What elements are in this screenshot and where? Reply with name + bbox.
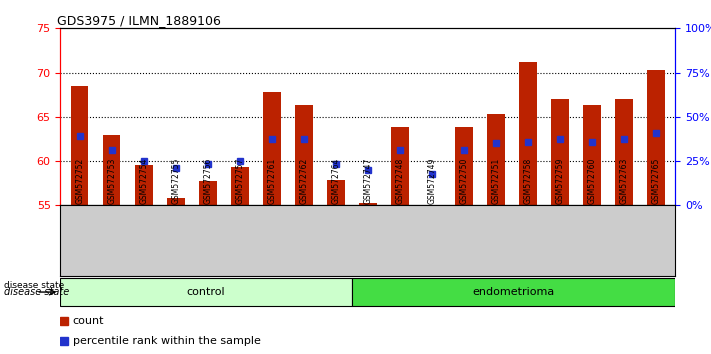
Bar [487, 114, 505, 205]
Bar [583, 105, 601, 205]
Text: control: control [187, 287, 225, 297]
Bar [423, 205, 441, 207]
Bar [295, 105, 313, 205]
Bar [648, 70, 665, 205]
FancyBboxPatch shape [352, 278, 675, 306]
Bar [199, 181, 217, 205]
Bar [135, 165, 153, 205]
Bar [71, 86, 88, 205]
Text: count: count [73, 316, 105, 326]
Text: disease state: disease state [4, 287, 69, 297]
Bar [263, 92, 281, 205]
Bar [519, 62, 537, 205]
Bar [616, 99, 633, 205]
Bar [551, 99, 569, 205]
Bar [359, 202, 377, 205]
Bar [327, 179, 345, 205]
Bar [455, 127, 473, 205]
Bar [167, 198, 185, 205]
FancyBboxPatch shape [60, 278, 352, 306]
Bar [391, 127, 409, 205]
Text: endometrioma: endometrioma [473, 287, 555, 297]
Bar [103, 135, 120, 205]
Text: percentile rank within the sample: percentile rank within the sample [73, 336, 261, 346]
Text: GDS3975 / ILMN_1889106: GDS3975 / ILMN_1889106 [58, 14, 221, 27]
Bar [231, 167, 249, 205]
Text: disease state: disease state [4, 281, 64, 290]
